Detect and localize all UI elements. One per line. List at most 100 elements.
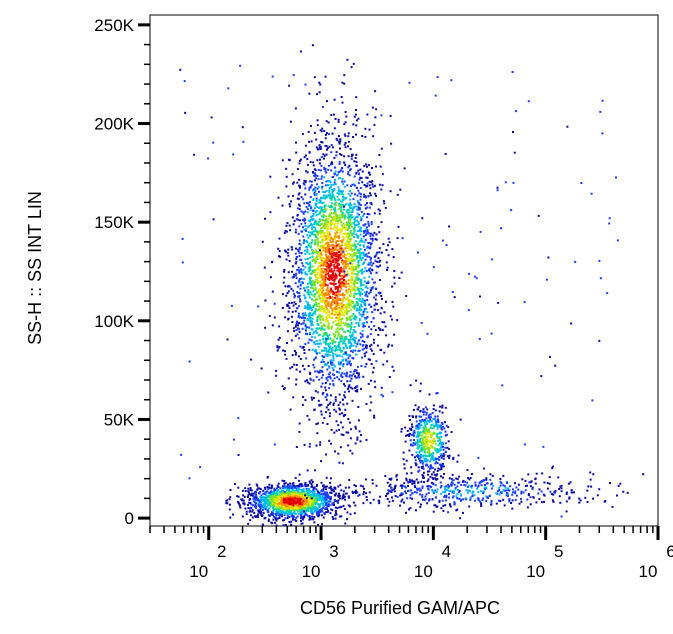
event-dot [286,483,289,486]
event-dot [327,256,330,259]
event-dot [306,234,309,237]
event-dot [341,299,344,302]
event-dot [334,348,337,351]
event-dot [316,223,319,226]
event-dot [295,496,298,498]
event-dot [371,287,374,290]
event-dot [338,343,341,346]
event-dot [344,134,347,137]
event-dot [335,347,337,350]
event-dot [276,345,279,348]
event-dot [328,354,331,357]
event-dot [367,358,370,361]
event-dot [327,343,330,346]
event-dot [321,286,324,289]
event-dot [238,502,241,505]
event-dot [334,499,336,501]
event-dot [358,376,361,379]
event-dot [375,238,378,241]
event-dot [326,249,329,252]
event-dot [370,242,373,245]
event-dot [362,262,365,265]
event-dot [325,120,328,123]
event-dot [323,417,326,420]
event-dot [418,454,420,457]
event-dot [320,403,323,406]
event-dot [338,253,340,256]
event-dot [321,241,324,244]
event-dot [355,345,358,348]
event-dot [328,269,331,272]
event-dot [299,496,302,498]
event-dot [299,298,302,301]
event-dot [322,237,324,240]
event-dot [379,291,382,294]
event-dot [421,434,424,437]
event-dot [388,376,391,378]
event-dot [325,218,327,221]
event-dot [308,480,311,483]
event-dot [332,359,335,362]
event-dot [347,279,350,282]
event-dot [333,279,336,282]
event-dot [330,339,333,342]
event-dot [311,265,314,268]
event-dot [298,246,301,249]
event-dot [393,333,396,336]
event-dot [362,235,365,238]
event-dot [323,280,325,283]
event-dot [326,355,329,358]
event-dot [316,252,319,255]
event-dot [314,256,317,259]
event-dot [328,206,331,208]
event-dot [310,125,312,127]
event-dot [362,375,365,378]
event-dot [417,466,420,469]
event-dot [311,328,314,331]
event-dot [357,189,360,192]
event-dot [358,252,361,254]
event-dot [272,518,275,521]
event-dot [276,507,279,510]
event-dot [364,304,367,307]
event-dot [348,294,351,297]
event-dot [315,146,318,149]
event-dot [428,460,431,463]
event-dot [292,223,295,226]
event-dot [325,453,327,456]
event-dot [305,510,308,513]
event-dot [374,302,377,305]
event-dot [340,284,343,287]
event-dot [337,171,340,174]
event-dot [398,277,401,279]
event-dot [363,248,366,251]
event-dot [330,236,333,239]
event-dot [305,499,308,501]
event-dot [435,461,438,464]
event-dot [330,216,333,219]
event-dot [332,212,335,215]
event-dot [355,268,357,271]
event-dot [324,382,327,384]
event-dot [308,501,311,504]
event-dot [315,356,318,359]
event-dot [352,300,355,303]
event-dot [350,223,352,226]
event-dot [304,218,307,221]
event-dot [288,203,291,206]
event-dot [362,224,365,227]
event-dot [418,427,421,429]
event-dot [339,318,342,321]
event-dot [346,296,349,299]
event-dot [301,262,304,265]
event-dot [359,233,362,236]
event-dot [318,514,321,517]
event-dot [281,504,284,507]
event-dot [344,322,347,325]
event-dot [365,228,368,231]
event-dot [339,282,342,285]
event-dot [325,194,328,197]
event-dot [327,266,330,269]
event-dot [311,398,314,401]
event-dot [331,188,334,191]
